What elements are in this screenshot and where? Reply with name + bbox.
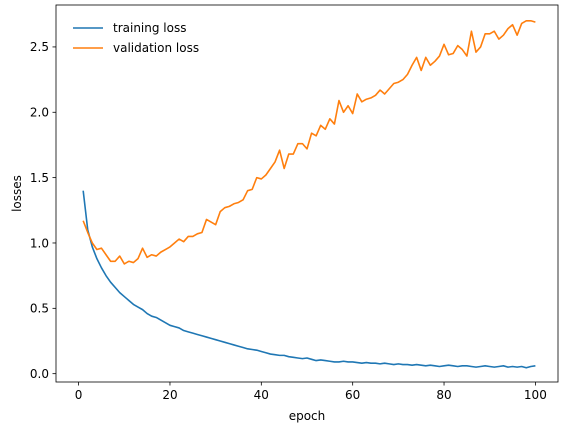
x-tick-label: 100 [524, 388, 547, 402]
y-tick-label: 0.0 [30, 367, 49, 381]
series-lines [82, 19, 536, 369]
x-tick-label: 60 [345, 388, 360, 402]
legend: training loss validation loss [73, 21, 199, 55]
x-tick-label: 0 [75, 388, 83, 402]
y-tick-label: 1.5 [30, 171, 49, 185]
y-tick-label: 2.5 [30, 40, 49, 54]
legend-label-validation-loss: validation loss [113, 41, 199, 55]
x-tick-label: 40 [254, 388, 269, 402]
x-tick-label: 20 [162, 388, 177, 402]
plot-frame [55, 4, 559, 383]
x-tick-label: 80 [436, 388, 451, 402]
y-tick-label: 0.5 [30, 302, 49, 316]
y-axis-label: losses [10, 175, 24, 212]
x-axis-label: epoch [289, 409, 326, 423]
y-tick-label: 1.0 [30, 236, 49, 250]
series-line-validation-loss [82, 19, 536, 265]
series-line-training-loss [82, 190, 536, 369]
x-axis-ticks: 0 20 40 60 80 100 [75, 382, 547, 402]
legend-label-training-loss: training loss [113, 21, 186, 35]
y-tick-label: 2.0 [30, 106, 49, 120]
y-axis-ticks: 0.0 0.5 1.0 1.5 2.0 2.5 [30, 40, 56, 381]
